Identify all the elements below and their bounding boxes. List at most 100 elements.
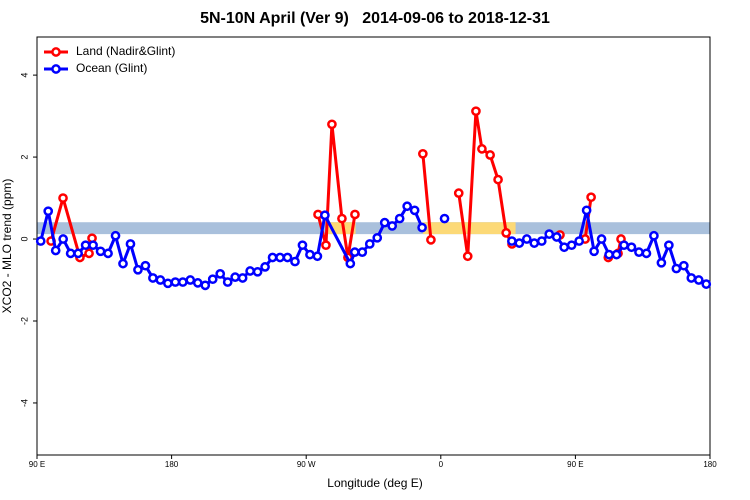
x-tick-label: 90 W (297, 460, 316, 469)
series-line (457, 109, 514, 258)
data-point (312, 251, 323, 262)
data-point (409, 205, 420, 216)
data-point (634, 247, 644, 257)
data-point (536, 236, 547, 246)
chart-title: 5N-10N April (Ver 9) 2014-09-06 to 2018-… (200, 10, 550, 27)
data-point (581, 205, 592, 216)
data-point (320, 210, 330, 221)
data-point (611, 249, 622, 260)
data-point (462, 251, 473, 262)
data-point (84, 248, 94, 259)
data-point (418, 148, 428, 159)
data-point (337, 213, 347, 224)
x-axis-label: Longitude (deg E) (327, 476, 422, 490)
data-point (387, 221, 398, 231)
data-point (678, 260, 689, 271)
x-tick-label: 90 E (567, 460, 583, 469)
data-point (514, 238, 525, 248)
data-point (215, 269, 226, 279)
x-tick-label: 90 E (29, 460, 45, 469)
data-point (693, 275, 704, 285)
x-tick-label: 180 (703, 460, 717, 469)
data-point (148, 273, 158, 283)
data-point (192, 278, 203, 288)
data-point (604, 249, 614, 260)
data-point (305, 249, 315, 260)
data-point (118, 258, 128, 269)
data-point (103, 248, 113, 259)
data-point (177, 277, 188, 287)
data-point (574, 236, 584, 246)
data-point (656, 257, 667, 268)
data-point (349, 247, 360, 257)
data-point (471, 106, 481, 117)
data-point (477, 144, 487, 154)
data-point (267, 252, 278, 263)
data-point (596, 234, 607, 244)
data-point (439, 213, 450, 224)
data-point (529, 238, 540, 248)
legend-marker (51, 47, 61, 57)
data-point (65, 248, 76, 259)
data-point (110, 230, 121, 241)
data-point (140, 260, 151, 271)
data-point (551, 232, 562, 242)
data-point (88, 240, 98, 251)
data-point (426, 235, 436, 245)
data-point (50, 245, 61, 256)
data-point (58, 234, 69, 244)
x-tick-label: 180 (165, 460, 179, 469)
legend-marker (51, 64, 61, 74)
y-axis-label: XCO2 - MLO trend (ppm) (0, 179, 14, 314)
data-point (350, 209, 360, 220)
data-point (379, 217, 390, 228)
data-point (619, 240, 629, 251)
data-point (493, 174, 503, 185)
data-point (282, 252, 293, 263)
data-point (43, 206, 54, 217)
data-point (73, 248, 83, 259)
data-point (586, 192, 596, 203)
data-point (664, 240, 674, 251)
data-point (222, 277, 233, 287)
data-point (95, 246, 106, 257)
reference-band (37, 222, 710, 235)
data-point (357, 247, 368, 257)
data-point (402, 201, 412, 212)
data-point (133, 264, 143, 275)
data-point (185, 275, 196, 285)
series-line (421, 153, 433, 240)
data-point (364, 239, 375, 249)
data-point (701, 279, 712, 289)
data-point (260, 262, 270, 272)
data-point (641, 248, 652, 259)
data-point (544, 229, 555, 239)
data-point (245, 266, 255, 276)
data-point (589, 246, 599, 257)
data-point (566, 240, 577, 251)
data-point (290, 256, 300, 267)
data-point (485, 150, 496, 160)
data-point (125, 239, 136, 249)
x-tick-label: 0 (439, 460, 444, 469)
data-point (252, 266, 263, 277)
data-point (35, 236, 46, 246)
data-point (58, 193, 68, 203)
data-point (626, 242, 637, 253)
data-point (559, 242, 570, 253)
series-line (316, 122, 357, 259)
series-line (39, 204, 424, 287)
data-point (321, 240, 331, 251)
highlight-span (325, 222, 356, 235)
data-point (237, 273, 248, 283)
legend-label: Ocean (Glint) (76, 61, 147, 75)
data-point (207, 274, 218, 285)
y-tick-label: 2 (19, 155, 29, 160)
data-point (155, 275, 166, 285)
data-point (671, 263, 682, 274)
y-tick-label: -4 (19, 399, 29, 407)
data-point (501, 228, 512, 238)
data-point (453, 188, 464, 198)
data-point (417, 222, 427, 233)
